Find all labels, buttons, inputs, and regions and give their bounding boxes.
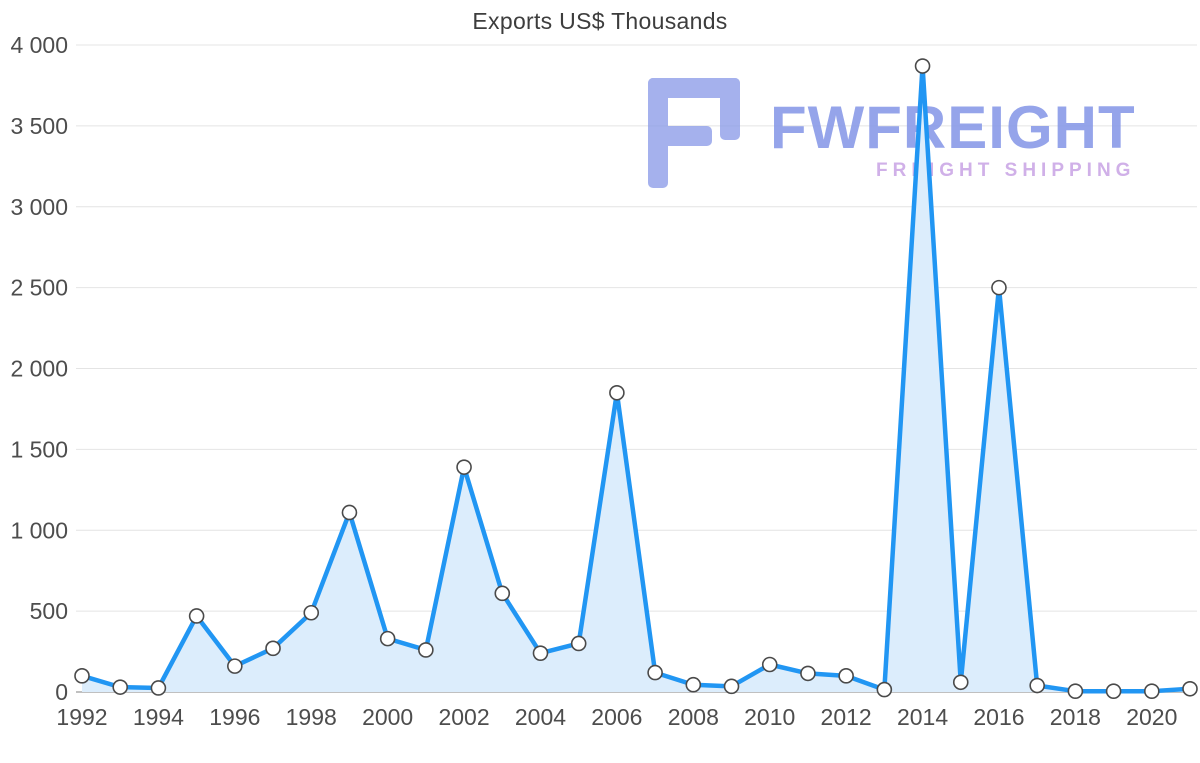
x-tick-label: 2016 xyxy=(973,704,1024,730)
x-tick-label: 2014 xyxy=(897,704,948,730)
data-point-marker[interactable] xyxy=(303,604,320,621)
x-tick-label: 2010 xyxy=(744,704,795,730)
data-point-marker[interactable] xyxy=(876,681,893,698)
x-tick-label: 1996 xyxy=(209,704,260,730)
data-point-marker[interactable] xyxy=(723,678,740,695)
data-point-marker[interactable] xyxy=(379,630,396,647)
data-point-marker[interactable] xyxy=(265,640,281,657)
y-tick-label: 2 000 xyxy=(10,356,68,382)
data-point-marker[interactable] xyxy=(112,679,129,695)
y-tick-label: 3 000 xyxy=(10,194,68,220)
x-axis-tick-labels: 1992 1994 1996 1998 2000 2002 2004 2006 2008 2010… xyxy=(56,704,1177,730)
y-tick-label: 500 xyxy=(30,598,68,624)
data-point-marker[interactable] xyxy=(685,676,702,693)
data-point-marker[interactable] xyxy=(914,58,931,74)
y-tick-label: 3 500 xyxy=(10,113,68,139)
data-point-marker[interactable] xyxy=(227,658,243,674)
data-point-marker[interactable] xyxy=(494,585,511,602)
fwfreight-logo-icon xyxy=(648,78,740,188)
data-point-marker[interactable] xyxy=(456,459,472,475)
data-point-marker[interactable] xyxy=(570,635,587,652)
x-tick-label: 1992 xyxy=(56,704,107,730)
data-point-marker[interactable] xyxy=(1105,683,1122,699)
data-point-marker[interactable] xyxy=(150,680,167,696)
data-point-marker[interactable] xyxy=(761,656,778,673)
data-point-marker[interactable] xyxy=(647,664,663,681)
data-point-marker[interactable] xyxy=(532,645,549,661)
x-tick-label: 2006 xyxy=(591,704,642,730)
x-tick-label: 2002 xyxy=(438,704,489,730)
y-axis-tick-labels: 0 500 1 000 1 500 2 000 2 500 3 000 3 500 4 000 xyxy=(10,32,68,705)
y-tick-label: 1 500 xyxy=(10,436,68,462)
data-point-marker[interactable] xyxy=(1029,677,1045,694)
x-tick-label: 1998 xyxy=(286,704,337,730)
data-point-marker[interactable] xyxy=(188,608,205,624)
data-point-marker[interactable] xyxy=(952,674,969,691)
data-point-marker[interactable] xyxy=(341,504,358,521)
x-tick-label: 2008 xyxy=(668,704,719,730)
data-point-marker[interactable] xyxy=(609,384,625,401)
x-tick-label: 2004 xyxy=(515,704,566,730)
chart-title: Exports US$ Thousands xyxy=(472,8,728,34)
y-tick-label: 1 000 xyxy=(10,517,68,543)
data-point-marker[interactable] xyxy=(1143,683,1160,699)
data-point-marker[interactable] xyxy=(418,642,434,658)
data-points xyxy=(74,58,1198,699)
data-point-marker[interactable] xyxy=(1067,683,1084,699)
x-tick-label: 1994 xyxy=(133,704,184,730)
y-tick-label: 2 500 xyxy=(10,275,68,301)
data-point-marker[interactable] xyxy=(991,279,1007,296)
y-tick-label: 4 000 xyxy=(10,32,68,58)
y-tick-label: 0 xyxy=(55,679,68,705)
data-point-marker[interactable] xyxy=(1182,680,1198,697)
x-tick-label: 2018 xyxy=(1050,704,1101,730)
data-point-marker[interactable] xyxy=(800,665,816,682)
data-point-marker[interactable] xyxy=(838,668,854,684)
watermark-brand-text: FWFREIGHT xyxy=(770,94,1136,161)
watermark-tagline-text: FREIGHT SHIPPING xyxy=(876,160,1135,181)
x-tick-label: 2020 xyxy=(1126,704,1177,730)
data-point-marker[interactable] xyxy=(74,668,90,684)
x-tick-label: 2012 xyxy=(821,704,872,730)
x-tick-label: 2000 xyxy=(362,704,413,730)
